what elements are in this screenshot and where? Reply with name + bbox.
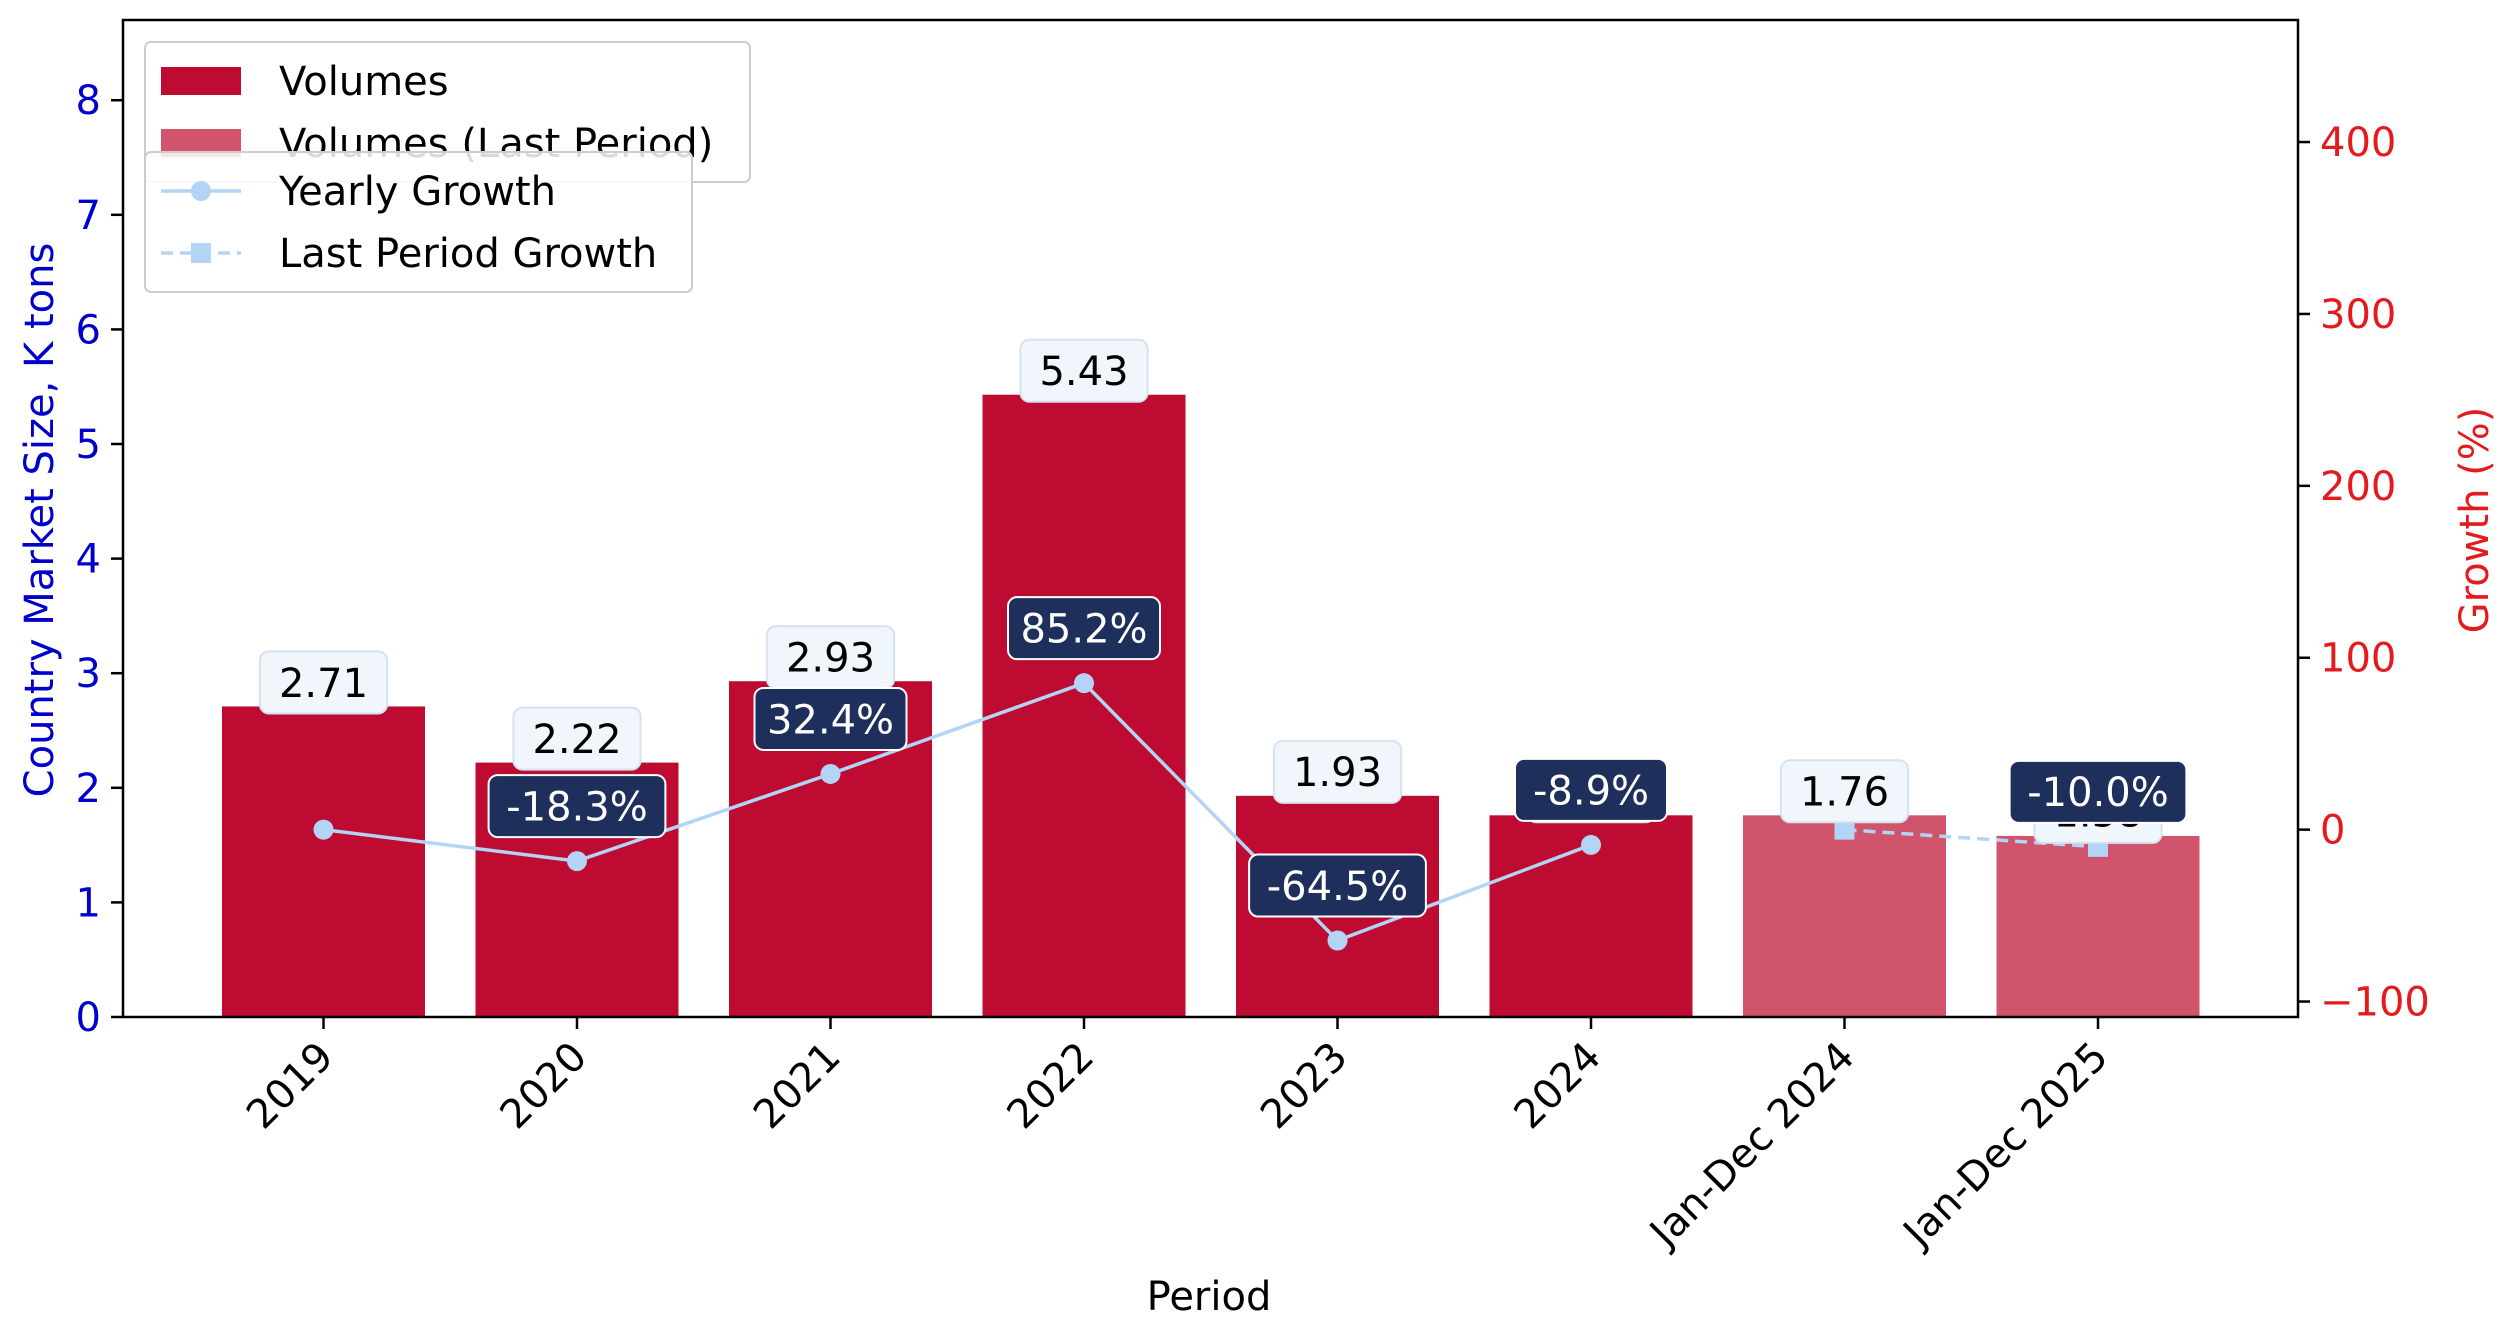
growth-label-2022: 85.2% — [1007, 596, 1161, 661]
value-label-2022-text: 5.43 — [1039, 349, 1128, 395]
y2-tick-label: 200 — [2320, 464, 2396, 510]
growth-label-Jan-Dec 2025-box — [2008, 759, 2188, 824]
y2-tick-label: 400 — [2320, 120, 2396, 166]
y-tick-label: 8 — [76, 78, 101, 124]
data-labels-layer: 2.712.222.935.431.931.761.761.58-18.3%32… — [258, 338, 2188, 918]
legend-label: Yearly Growth — [278, 169, 556, 215]
y-axis-label: Country Market Size, K tons — [17, 243, 63, 798]
value-label-2019: 2.71 — [258, 650, 389, 715]
growth-label-2020: -18.3% — [487, 774, 667, 839]
legend-frame — [144, 151, 693, 293]
legend-label: Volumes — [279, 59, 449, 105]
legend-growth: Yearly Growth Last Period Growth — [144, 151, 693, 293]
x-axis-label: Period — [1147, 1274, 1272, 1320]
legend-swatch-marker — [191, 243, 211, 263]
y-tick-label: 5 — [76, 422, 101, 468]
value-label-2020-box — [512, 706, 642, 771]
legend-swatch-marker — [191, 181, 211, 201]
y-tick-label: 3 — [76, 651, 101, 697]
value-label-2023: 1.93 — [1272, 739, 1403, 804]
value-label-Jan-Dec 2024-text: 1.76 — [1800, 770, 1889, 816]
plot-frame — [121, 18, 2300, 1019]
y2-tick-label: 0 — [2320, 808, 2345, 854]
value-label-2020: 2.22 — [512, 706, 642, 771]
y2-tick-label: −100 — [2320, 980, 2430, 1026]
growth-label-2024: -8.9% — [1514, 757, 1668, 822]
growth-label-2021-text: 32.4% — [767, 697, 894, 743]
y2-tick-label: 100 — [2320, 636, 2396, 682]
y2-axis-label: Growth (%) — [2452, 407, 2498, 634]
growth-label-2024-text: -8.9% — [1533, 768, 1649, 814]
growth-marker-2022 — [1074, 673, 1094, 694]
y-tick-label: 2 — [76, 766, 101, 812]
value-label-2022-box — [1019, 338, 1149, 403]
bar-2019 — [222, 706, 425, 1017]
value-label-2019-text: 2.71 — [279, 661, 368, 707]
growth-marker-2024 — [1581, 834, 1601, 855]
growth-marker-2020 — [567, 851, 587, 872]
value-label-2023-text: 1.93 — [1293, 750, 1382, 796]
value-label-2021: 2.93 — [765, 625, 896, 690]
growth-label-2023-box — [1248, 853, 1427, 918]
value-label-Jan-Dec 2024: 1.76 — [1779, 759, 1910, 824]
growth-marker-2021 — [820, 763, 841, 784]
value-label-2020-text: 2.22 — [532, 717, 621, 763]
growth-label-2022-text: 85.2% — [1020, 607, 1147, 653]
growth-label-2020-box — [487, 774, 667, 839]
growth-label-2024-box — [1514, 757, 1668, 822]
growth-label-2023-text: -64.5% — [1267, 864, 1409, 910]
legend-label: Last Period Growth — [279, 231, 657, 277]
growth-label-2021: 32.4% — [753, 686, 908, 751]
yearly-growth-line — [323, 681, 1592, 943]
last-period-growth-line — [1844, 827, 2099, 849]
legend-swatch — [161, 67, 241, 95]
bar-Jan-Dec 2024 — [1743, 815, 1946, 1017]
value-label-2022: 5.43 — [1019, 338, 1149, 403]
value-label-2023-box — [1272, 739, 1403, 804]
growth-label-2022-box — [1007, 596, 1161, 661]
growth-label-Jan-Dec 2025-text: -10.0% — [2027, 770, 2169, 816]
growth-label-2021-box — [753, 686, 908, 751]
value-label-Jan-Dec 2024-box — [1779, 759, 1910, 824]
growth-marker-Jan-Dec 2024 — [1834, 819, 1855, 840]
value-label-2021-text: 2.93 — [786, 636, 875, 682]
growth-label-Jan-Dec 2025: -10.0% — [2008, 759, 2188, 824]
growth-label-2023: -64.5% — [1248, 853, 1427, 918]
growth-marker-2019 — [313, 819, 334, 840]
y-tick-label: 6 — [76, 307, 101, 353]
bar-Jan-Dec 2025 — [1996, 835, 2200, 1017]
value-label-2019-box — [258, 650, 389, 715]
y-tick-label: 7 — [76, 193, 101, 239]
growth-marker-2023 — [1327, 930, 1348, 951]
growth-label-2020-text: -18.3% — [506, 784, 648, 830]
y2-tick-label: 300 — [2320, 292, 2396, 338]
y-tick-label: 0 — [76, 995, 101, 1041]
y-tick-label: 4 — [76, 537, 101, 583]
y-tick-label: 1 — [76, 880, 101, 926]
bar-2022 — [982, 394, 1186, 1017]
